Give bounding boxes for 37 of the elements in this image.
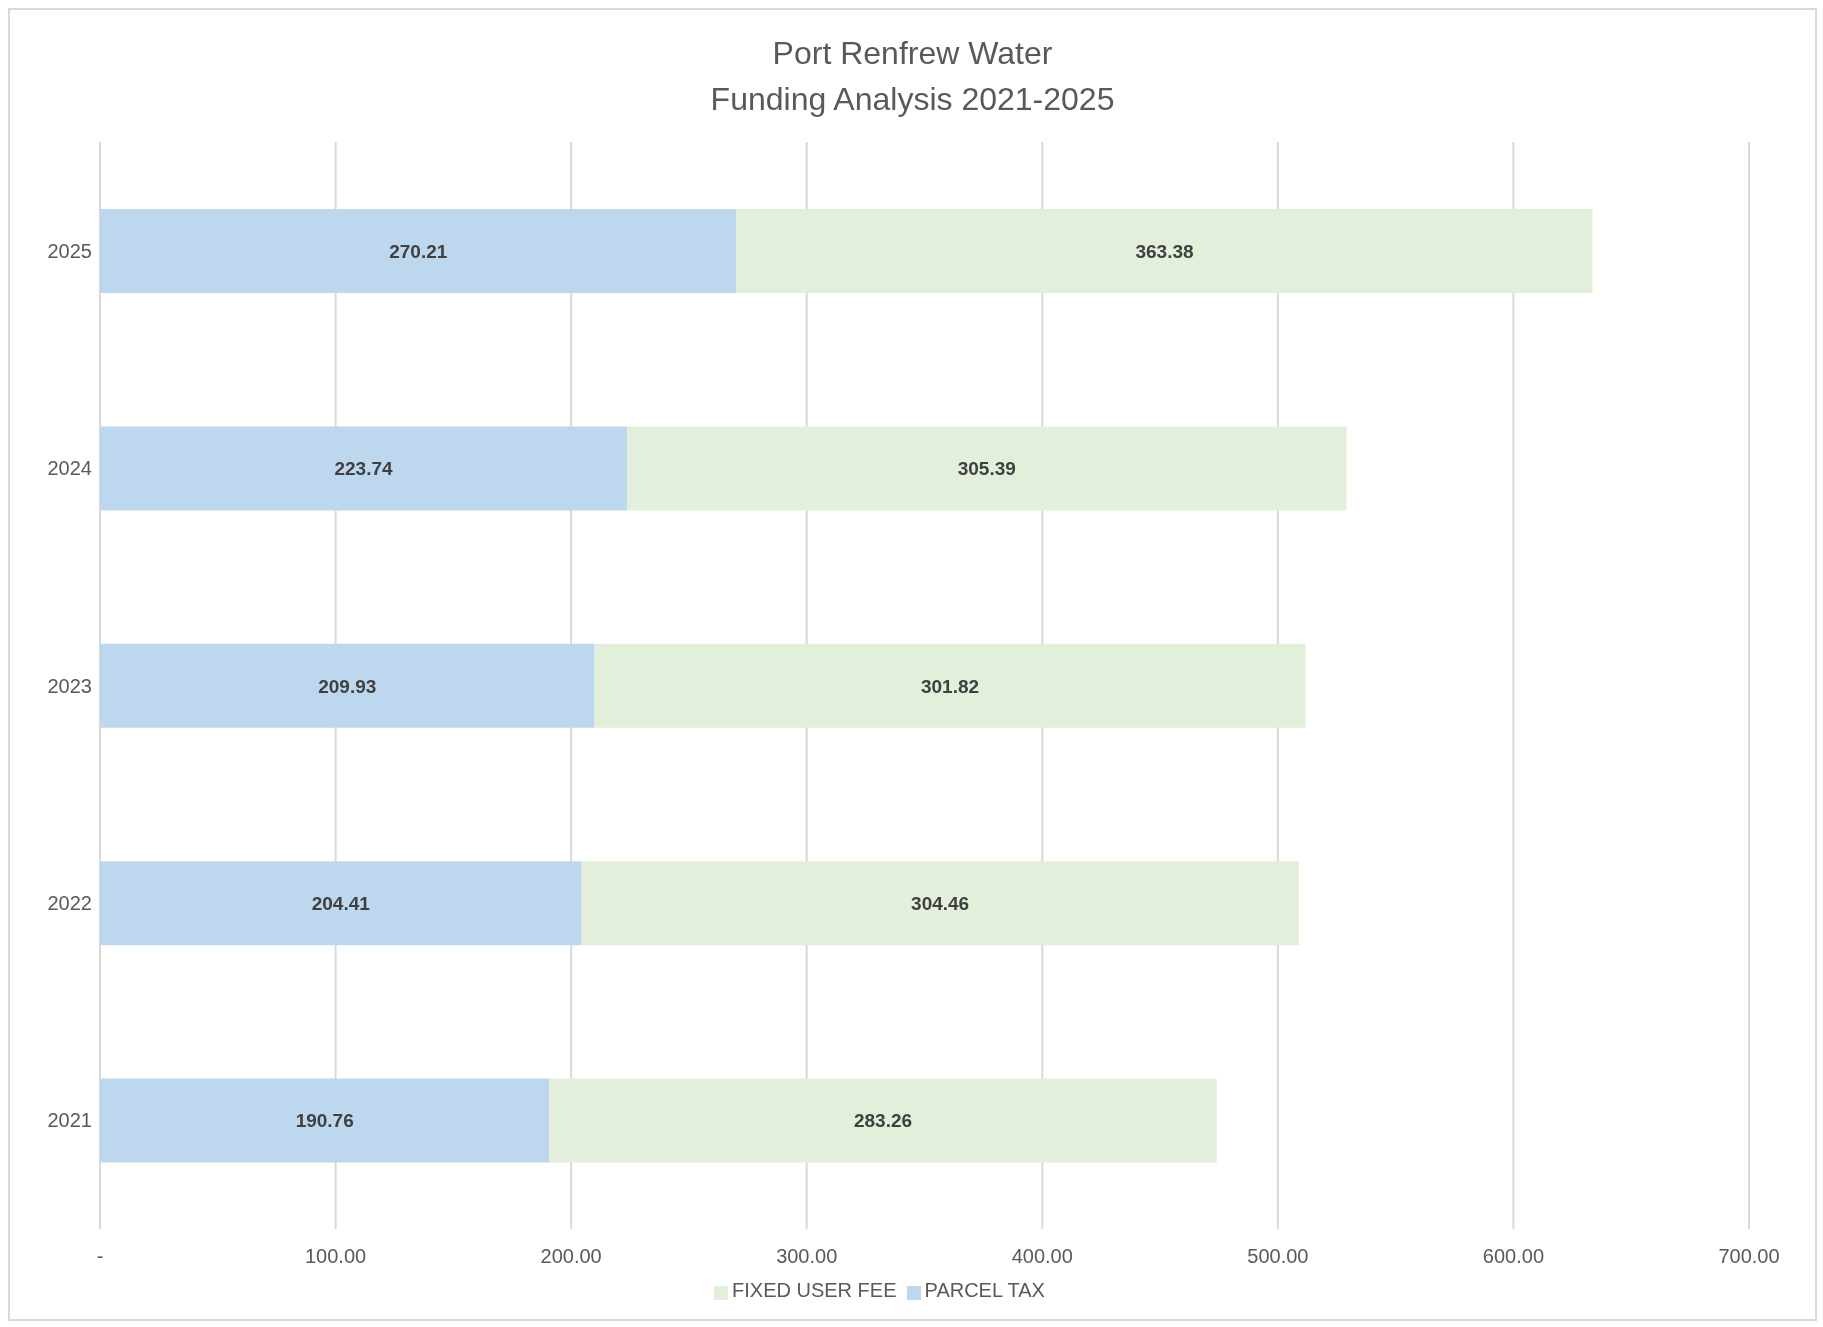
data-label: 301.82 — [920, 675, 980, 697]
data-label: 270.21 — [389, 240, 448, 262]
bar — [627, 426, 1347, 511]
y-tick-label: 2024 — [47, 457, 92, 480]
bar — [100, 209, 737, 293]
bar — [581, 861, 1299, 946]
x-tick-label: 200.00 — [540, 1245, 602, 1268]
bar — [100, 1078, 550, 1163]
bar — [100, 643, 595, 728]
legend-label: PARCEL TAX — [924, 1279, 1045, 1301]
chart-title: Port Renfrew Water — [771, 34, 1054, 73]
bar — [736, 209, 1593, 293]
data-label: 304.46 — [911, 892, 970, 914]
data-label: 190.76 — [295, 1110, 354, 1132]
x-tick-label: 700.00 — [1718, 1245, 1780, 1268]
bar — [100, 861, 582, 946]
bar — [549, 1078, 1217, 1163]
y-tick-label: 2023 — [47, 674, 92, 697]
y-tick-label: 2021 — [47, 1109, 92, 1132]
x-tick-label: 400.00 — [1011, 1245, 1073, 1268]
bar — [100, 426, 628, 511]
data-label: 209.93 — [318, 675, 377, 697]
x-tick-label: - — [96, 1245, 104, 1268]
data-label: 283.26 — [853, 1110, 913, 1132]
data-label: 223.74 — [334, 458, 394, 480]
x-tick-label: 500.00 — [1247, 1245, 1309, 1268]
bar — [594, 643, 1306, 728]
data-label: 204.41 — [311, 892, 371, 914]
data-label: 363.38 — [1135, 240, 1194, 262]
y-tick-label: 2025 — [47, 239, 92, 262]
data-label: 305.39 — [957, 458, 1016, 480]
y-tick-label: 2022 — [47, 892, 92, 914]
chart-subtitle: Funding Analysis 2021-2025 — [709, 80, 1116, 119]
x-tick-label: 300.00 — [776, 1245, 838, 1268]
x-tick-label: 600.00 — [1482, 1245, 1545, 1268]
x-tick-label: 100.00 — [304, 1245, 367, 1268]
legend-label: FIXED USER FEE — [732, 1279, 897, 1301]
